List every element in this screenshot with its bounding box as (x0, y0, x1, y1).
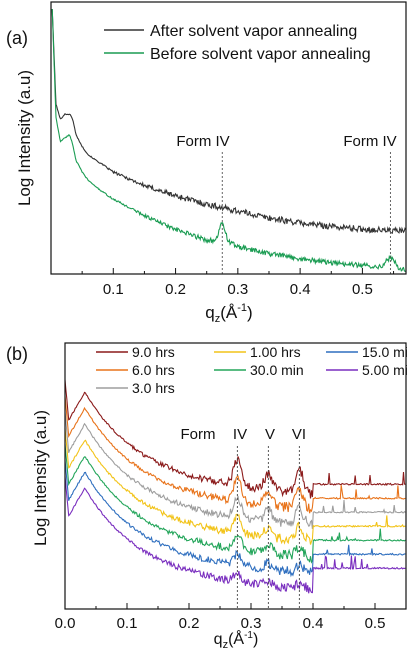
panel-b-xlabel-close: ) (253, 631, 258, 648)
panel-b-xlabel-unit: (Å (228, 629, 244, 648)
peak-label-form: Form (181, 426, 216, 443)
panel-b-xlabel-sub: z (223, 639, 229, 648)
series-5-00-min (64, 475, 406, 594)
legend-label-after: After solvent vapor annealing (150, 23, 357, 40)
x-tick-label-b: 0.0 (55, 615, 76, 632)
legend-label-6-0-hrs: 6.0 hrs (132, 362, 175, 378)
panel-b-curves (64, 379, 406, 594)
panel-a: (a) 0.1 0.2 0.3 0.4 0.5 Log Intensity (a.u) … (6, 1, 407, 325)
panel-b-ylabel: Log Intensity (a.u) (31, 410, 50, 546)
panel-b-legend: 9.0 hrs 6.0 hrs 3.0 hrs 1.00 hrs 30.0 min 15.… (96, 344, 408, 396)
x-tick-label-b: 0.1 (117, 615, 138, 632)
legend-label-15-0-min: 15.0 min (362, 344, 408, 360)
legend-label-30-0-min: 30.0 min (250, 362, 304, 378)
panel-a-xlabel-unit: (Å (220, 303, 238, 322)
legend-label-3-0-hrs: 3.0 hrs (132, 380, 175, 396)
legend-label-before: Before solvent vapor annealing (150, 46, 371, 63)
series-30-0-min (64, 443, 406, 564)
panel-b-xlabel-exp: -1 (244, 630, 253, 641)
annotation-form-iv-2: Form IV (343, 133, 396, 150)
panel-a-xlabel-close: ) (247, 303, 253, 322)
legend-label-1-00-hrs: 1.00 hrs (250, 344, 301, 360)
panel-a-xlabel-exp: -1 (237, 302, 247, 314)
panel-a-xlabel: qz(Å-1) (205, 302, 252, 325)
peak-label-vi: VI (292, 426, 306, 443)
peak-label-iv: IV (233, 426, 247, 443)
x-tick-label-b: 0.3 (241, 615, 262, 632)
annotation-form-iv-1: Form IV (176, 133, 229, 150)
panel-b-ticks: 0.0 0.1 0.2 0.3 0.4 0.5 (55, 603, 386, 632)
series-3-0-hrs (64, 411, 406, 529)
legend-label-5-00-min: 5.00 min (362, 362, 408, 378)
series-after-annealing (51, 8, 407, 234)
panel-a-label: (a) (6, 28, 28, 48)
panel-b-xlabel-q: q (214, 631, 223, 648)
panel-a-xlabel-q: q (205, 303, 214, 322)
series-9-0-hrs (64, 379, 406, 499)
x-tick-label-b: 0.5 (365, 615, 386, 632)
series-1-00-hrs (64, 427, 406, 545)
panel-b-label: (b) (6, 344, 28, 364)
panel-a-curves (51, 8, 407, 273)
series-15-0-min (64, 459, 406, 578)
panel-b: (b) 0.0 0.1 0.2 0.3 0.4 0.5 Log Intensity (a.… (6, 342, 408, 648)
series-6-0-hrs (64, 395, 406, 514)
panel-a-xlabel-sub: z (215, 313, 221, 325)
panel-b-xlabel: qz(Å-1) (214, 629, 259, 648)
panel-a-guides (221, 152, 391, 274)
x-tick-label-a: 0.2 (165, 281, 186, 298)
x-tick-label-a: 0.3 (227, 281, 248, 298)
x-tick-label-b: 0.2 (179, 615, 200, 632)
series-before-annealing (51, 8, 406, 273)
x-tick-label-a: 0.4 (290, 281, 311, 298)
panel-b-guides (236, 446, 300, 609)
x-tick-label-a: 0.1 (103, 281, 124, 298)
panel-b-frame (64, 342, 407, 610)
panel-a-legend: After solvent vapor annealing Before sol… (104, 23, 371, 63)
legend-label-9-0-hrs: 9.0 hrs (132, 344, 175, 360)
panel-a-frame (50, 1, 407, 275)
panel-a-ylabel: Log Intensity (a.u) (15, 70, 34, 206)
peak-label-v: V (265, 426, 275, 443)
x-tick-label-b: 0.4 (303, 615, 324, 632)
x-tick-label-a: 0.5 (352, 281, 373, 298)
panel-a-ticks: 0.1 0.2 0.3 0.4 0.5 (81, 268, 395, 298)
